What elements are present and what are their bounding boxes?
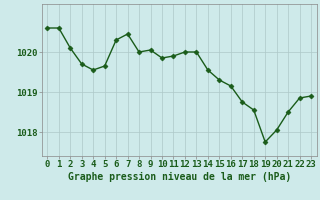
X-axis label: Graphe pression niveau de la mer (hPa): Graphe pression niveau de la mer (hPa) (68, 172, 291, 182)
